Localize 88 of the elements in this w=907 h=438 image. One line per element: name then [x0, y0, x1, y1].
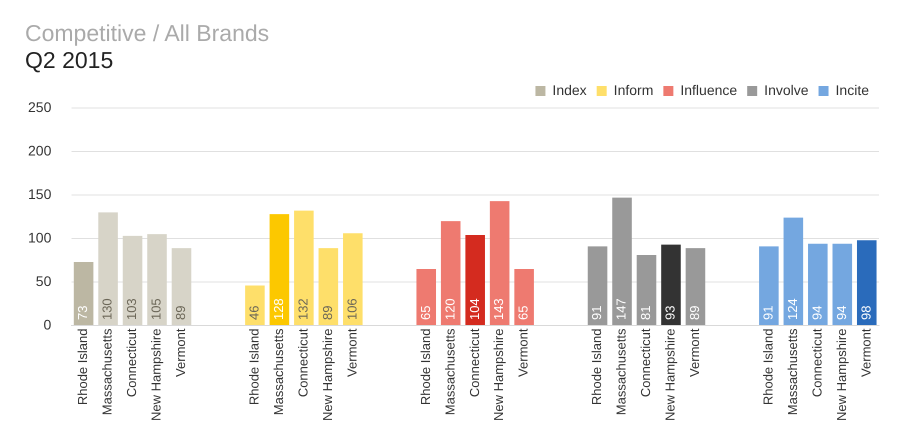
x-tick-label: Massachusetts — [784, 328, 800, 416]
bar — [784, 218, 804, 326]
bar — [147, 234, 167, 326]
y-tick-label: 100 — [28, 229, 52, 246]
bar — [686, 248, 706, 326]
data-label: 130 — [100, 298, 115, 320]
chart-title: Competitive / All Brands — [25, 20, 270, 47]
x-tick-label: Massachusetts — [614, 328, 629, 416]
bar — [294, 210, 314, 326]
x-tick-label: New Hampshire — [662, 328, 678, 422]
chart-subtitle: Q2 2015 — [25, 47, 114, 74]
y-tick-label: 250 — [28, 98, 52, 115]
bar — [612, 198, 632, 326]
x-tick-label: New Hampshire — [834, 328, 849, 422]
data-label: 98 — [858, 306, 874, 320]
data-label: 93 — [662, 306, 678, 320]
data-label: 81 — [638, 306, 654, 320]
data-label: 94 — [809, 306, 824, 320]
bar — [245, 286, 265, 326]
data-label: 120 — [442, 298, 458, 320]
data-label: 65 — [418, 306, 433, 320]
data-label: 106 — [344, 298, 360, 320]
x-tick-label: Vermont — [687, 328, 702, 377]
data-label: 94 — [834, 306, 849, 320]
x-tick-label: Vermont — [173, 328, 188, 377]
bar — [514, 268, 534, 326]
x-tick-label: Vermont — [344, 328, 360, 377]
y-tick-label: 200 — [28, 142, 52, 158]
y-tick-label: 50 — [36, 272, 52, 289]
data-label: 91 — [760, 306, 776, 320]
y-tick-label: 150 — [28, 186, 52, 202]
data-label: 65 — [516, 306, 531, 320]
bar — [636, 255, 656, 326]
bar — [343, 233, 363, 326]
legend-label: Inform — [614, 82, 654, 98]
x-tick-label: Vermont — [516, 328, 531, 377]
data-label: 105 — [148, 298, 164, 320]
x-tick-label: Rhode Island — [246, 328, 262, 406]
bar — [808, 244, 828, 326]
legend-label: Incite — [836, 82, 870, 98]
bar — [416, 268, 436, 326]
data-label: 132 — [295, 298, 310, 320]
x-tick-label: Connecticut — [638, 328, 654, 398]
data-label: 103 — [124, 298, 140, 320]
x-tick-label: Rhode Island — [418, 328, 433, 406]
bar — [74, 262, 94, 326]
data-label: 128 — [270, 298, 286, 320]
data-label: 89 — [320, 306, 335, 320]
bar — [440, 221, 460, 326]
bar — [172, 248, 192, 326]
x-tick-label: Massachusetts — [270, 328, 286, 416]
x-tick-label: Massachusetts — [442, 328, 458, 416]
bar — [270, 214, 290, 326]
legend-label: Influence — [680, 82, 738, 98]
bar — [490, 201, 510, 326]
y-tick-label: 0 — [44, 316, 52, 332]
bar — [832, 244, 852, 326]
bar — [122, 236, 142, 326]
data-label: 124 — [784, 298, 800, 320]
data-label: 147 — [614, 298, 629, 320]
bar — [856, 240, 877, 326]
x-tick-label: Vermont — [858, 328, 874, 377]
data-label: 89 — [173, 306, 188, 320]
bar — [465, 235, 485, 326]
x-tick-label: New Hampshire — [148, 328, 164, 422]
data-label: 73 — [75, 306, 90, 320]
bar — [759, 246, 779, 326]
x-tick-label: Connecticut — [295, 328, 310, 398]
x-tick-label: Rhode Island — [75, 328, 90, 406]
bar — [588, 246, 608, 326]
x-tick-label: Connecticut — [466, 328, 482, 398]
x-tick-label: Connecticut — [809, 328, 824, 398]
legend-label: Index — [552, 82, 587, 98]
x-tick-label: Rhode Island — [589, 328, 604, 406]
bar — [661, 244, 681, 326]
x-tick-label: Connecticut — [124, 328, 140, 398]
x-tick-label: New Hampshire — [491, 328, 506, 422]
x-tick-label: Rhode Island — [760, 328, 776, 406]
data-label: 89 — [687, 306, 702, 320]
bar — [98, 212, 118, 326]
bar — [318, 248, 338, 326]
data-label: 104 — [466, 298, 482, 320]
x-tick-label: New Hampshire — [320, 328, 335, 422]
x-tick-label: Massachusetts — [100, 328, 115, 416]
data-label: 46 — [246, 306, 262, 320]
data-label: 91 — [589, 306, 604, 320]
legend-label: Involve — [764, 82, 809, 98]
data-label: 143 — [491, 298, 506, 320]
